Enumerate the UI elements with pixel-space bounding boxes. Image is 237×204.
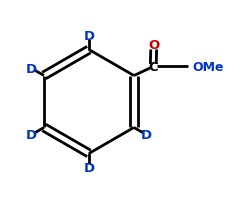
- Text: C: C: [148, 61, 158, 73]
- Text: D: D: [83, 161, 95, 174]
- Text: O: O: [148, 39, 159, 52]
- Text: OMe: OMe: [192, 61, 223, 73]
- Text: D: D: [83, 30, 95, 43]
- Text: D: D: [26, 63, 37, 75]
- Text: D: D: [26, 129, 37, 141]
- Text: D: D: [141, 129, 152, 141]
